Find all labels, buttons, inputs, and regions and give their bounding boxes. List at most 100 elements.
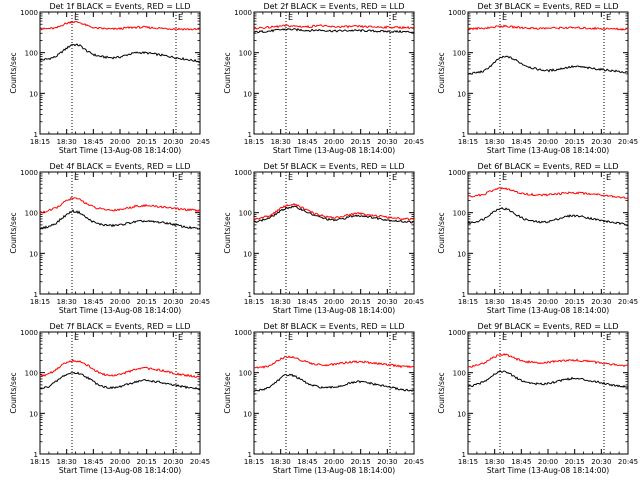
x-tick-label: 20:15 [351, 458, 371, 466]
y-tick-label: 1 [248, 291, 252, 299]
x-tick-label: 18:45 [83, 298, 103, 306]
y-tick-label: 1000 [20, 169, 38, 177]
time-marker-label: E [502, 173, 507, 182]
x-tick-label: 18:45 [297, 298, 317, 306]
x-tick-label: 20:00 [110, 458, 130, 466]
x-tick-label: 20:30 [163, 458, 183, 466]
x-tick-label: 20:30 [163, 298, 183, 306]
x-tick-label: 18:45 [83, 458, 103, 466]
y-tick-label: 1 [34, 131, 38, 139]
x-tick-label: 20:00 [538, 458, 558, 466]
x-tick-label: 20:15 [565, 458, 585, 466]
x-tick-label: 20:30 [591, 458, 611, 466]
y-tick-label: 1000 [234, 9, 252, 17]
y-tick-label: 10 [29, 90, 38, 98]
time-marker-label: E [178, 13, 183, 22]
chart-panel-4: Det 4f BLACK = Events, RED = LLD 1 10 100 10… [9, 162, 210, 315]
x-tick-label: 18:15 [458, 298, 478, 306]
time-marker-label: E [392, 13, 397, 22]
time-marker-label: E [74, 13, 79, 22]
x-tick-label: 20:45 [618, 298, 638, 306]
y-tick-label: 100 [453, 210, 466, 218]
chart-panel-5: Det 5f BLACK = Events, RED = LLD 1 10 100 10… [223, 162, 424, 315]
series-events-line [467, 55, 629, 75]
y-tick-label: 1000 [448, 169, 466, 177]
x-tick-label: 20:00 [324, 458, 344, 466]
x-tick-label: 18:30 [485, 138, 505, 146]
x-tick-label: 20:15 [565, 138, 585, 146]
y-tick-label: 1 [462, 131, 466, 139]
chart-title: Det 6f BLACK = Events, RED = LLD [477, 162, 618, 171]
y-tick-label: 1000 [448, 9, 466, 17]
chart-title: Det 8f BLACK = Events, RED = LLD [263, 322, 404, 331]
chart-title: Det 2f BLACK = Events, RED = LLD [263, 2, 404, 11]
y-tick-label: 10 [29, 410, 38, 418]
series-events-line [253, 205, 415, 224]
y-tick-label: 100 [25, 210, 38, 218]
x-tick-label: 18:30 [271, 298, 291, 306]
time-marker-label: E [74, 173, 79, 182]
y-tick-label: 10 [457, 410, 466, 418]
y-tick-label: 100 [453, 370, 466, 378]
y-tick-label: 10 [243, 90, 252, 98]
y-tick-label: 1 [34, 291, 38, 299]
y-tick-label: 100 [25, 370, 38, 378]
y-axis-label: Counts/sec [437, 52, 446, 93]
x-tick-label: 18:45 [511, 298, 531, 306]
series-events-line [39, 43, 201, 64]
y-axis-label: Counts/sec [223, 212, 232, 253]
series-lld-line [253, 355, 415, 369]
x-tick-label: 18:30 [57, 458, 77, 466]
x-tick-label: 18:15 [244, 298, 264, 306]
chart-panel-2: Det 2f BLACK = Events, RED = LLD 1 10 100 10… [223, 2, 424, 155]
x-tick-label: 18:15 [244, 458, 264, 466]
y-tick-label: 10 [29, 250, 38, 258]
x-tick-label: 18:45 [511, 138, 531, 146]
series-lld-line [253, 202, 415, 221]
series-events-line [39, 209, 201, 230]
series-events-line [253, 27, 415, 34]
x-tick-label: 18:30 [57, 298, 77, 306]
time-marker-label: E [178, 173, 183, 182]
x-axis-label: Start Time (13-Aug-08 18:14:00) [59, 146, 181, 155]
chart-title: Det 7f BLACK = Events, RED = LLD [49, 322, 190, 331]
x-tick-label: 18:15 [458, 458, 478, 466]
x-tick-label: 18:45 [83, 138, 103, 146]
x-tick-label: 20:00 [324, 298, 344, 306]
series-events-line [39, 371, 201, 391]
x-tick-label: 18:15 [244, 138, 264, 146]
x-tick-label: 18:45 [297, 458, 317, 466]
chart-title: Det 5f BLACK = Events, RED = LLD [263, 162, 404, 171]
y-axis-label: Counts/sec [9, 212, 18, 253]
x-tick-label: 20:15 [351, 298, 371, 306]
y-tick-label: 1 [34, 451, 38, 459]
time-marker-label: E [606, 173, 611, 182]
y-tick-label: 1000 [20, 9, 38, 17]
x-tick-label: 18:15 [30, 298, 50, 306]
series-lld-line [253, 24, 415, 30]
x-tick-label: 20:30 [591, 138, 611, 146]
y-tick-label: 10 [243, 250, 252, 258]
x-axis-label: Start Time (13-Aug-08 18:14:00) [273, 306, 395, 315]
time-marker-label: E [502, 13, 507, 22]
x-tick-label: 20:45 [404, 138, 424, 146]
y-tick-label: 100 [453, 50, 466, 58]
time-marker-label: E [392, 173, 397, 182]
x-tick-label: 20:45 [618, 138, 638, 146]
x-axis-label: Start Time (13-Aug-08 18:14:00) [487, 466, 609, 475]
x-tick-label: 20:00 [538, 298, 558, 306]
y-tick-label: 1 [462, 451, 466, 459]
x-axis-label: Start Time (13-Aug-08 18:14:00) [487, 306, 609, 315]
chart-title: Det 9f BLACK = Events, RED = LLD [477, 322, 618, 331]
y-tick-label: 100 [25, 50, 38, 58]
chart-panel-6: Det 6f BLACK = Events, RED = LLD 1 10 100 10… [437, 162, 638, 315]
x-tick-label: 20:45 [618, 458, 638, 466]
series-lld-line [39, 197, 201, 214]
time-marker-label: E [392, 333, 397, 342]
x-tick-label: 18:45 [297, 138, 317, 146]
series-lld-line [467, 186, 629, 199]
x-axis-label: Start Time (13-Aug-08 18:14:00) [487, 146, 609, 155]
time-marker-label: E [74, 333, 79, 342]
series-lld-line [467, 353, 628, 368]
